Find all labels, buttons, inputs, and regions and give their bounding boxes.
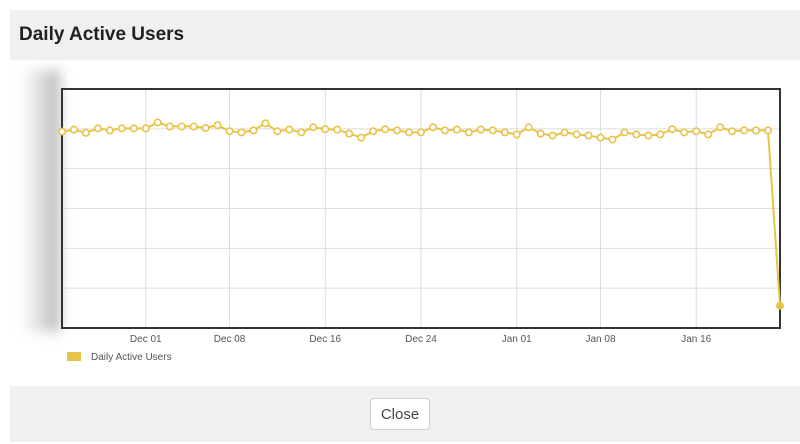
x-tick-label: Dec 16 xyxy=(309,334,341,345)
data-point xyxy=(129,124,138,133)
data-point xyxy=(165,122,174,131)
x-tick-label: Jan 16 xyxy=(681,334,711,345)
data-point xyxy=(393,126,402,135)
data-point xyxy=(716,123,725,132)
data-point xyxy=(476,125,485,134)
data-point xyxy=(285,125,294,134)
data-point xyxy=(57,127,66,136)
modal-title: Daily Active Users xyxy=(19,24,185,45)
data-point xyxy=(752,126,761,135)
data-point xyxy=(273,127,282,136)
data-point xyxy=(775,301,784,310)
data-point xyxy=(584,131,593,140)
modal-header: Daily Active Users xyxy=(10,10,800,60)
data-point xyxy=(728,127,737,136)
data-point xyxy=(201,124,210,133)
data-point xyxy=(632,130,641,139)
data-point xyxy=(357,133,366,142)
data-point xyxy=(213,121,222,130)
data-point xyxy=(572,130,581,139)
data-point xyxy=(464,128,473,137)
data-point xyxy=(93,124,102,133)
x-tick-label: Dec 08 xyxy=(214,334,246,345)
x-tick-label: Dec 01 xyxy=(130,334,162,345)
plot-frame xyxy=(61,88,781,329)
legend-label: Daily Active Users xyxy=(91,352,172,363)
data-point xyxy=(177,122,186,131)
data-point xyxy=(656,130,665,139)
data-point xyxy=(309,123,318,132)
data-point xyxy=(680,128,689,137)
data-point xyxy=(620,128,629,137)
data-point xyxy=(548,131,557,140)
data-point xyxy=(297,128,306,137)
modal-footer: Close xyxy=(10,386,800,442)
data-point xyxy=(596,133,605,142)
data-point xyxy=(668,125,677,134)
data-point xyxy=(512,130,521,139)
data-point xyxy=(428,123,437,132)
data-point xyxy=(704,130,713,139)
shadow-strip xyxy=(20,70,60,332)
data-point xyxy=(345,129,354,138)
daily-active-users-chart: Dec 01 Dec 08 Dec 16 Dec 24 Jan 01 Jan 08 Jan … xyxy=(57,88,784,363)
data-point xyxy=(536,129,545,138)
data-point xyxy=(500,128,509,137)
data-point xyxy=(141,124,150,133)
data-point xyxy=(81,128,90,137)
data-point xyxy=(321,125,330,134)
data-point xyxy=(440,126,449,135)
data-point xyxy=(416,128,425,137)
data-point xyxy=(237,128,246,137)
data-point xyxy=(261,119,270,128)
data-point xyxy=(644,131,653,140)
data-point xyxy=(692,127,701,136)
data-point xyxy=(452,125,461,134)
data-point xyxy=(369,127,378,136)
data-point xyxy=(405,128,414,137)
data-point xyxy=(225,127,234,136)
data-point xyxy=(560,128,569,137)
data-point xyxy=(608,135,617,144)
data-point xyxy=(105,126,114,135)
close-button[interactable]: Close xyxy=(369,398,431,430)
data-point xyxy=(381,125,390,134)
data-point xyxy=(153,118,162,127)
data-point xyxy=(333,125,342,134)
x-tick-label: Jan 08 xyxy=(585,334,615,345)
data-point xyxy=(764,126,773,135)
data-point xyxy=(117,124,126,133)
data-point xyxy=(740,126,749,135)
data-point xyxy=(488,126,497,135)
x-tick-label: Jan 01 xyxy=(502,334,532,345)
data-point xyxy=(524,123,533,132)
data-point xyxy=(249,126,258,135)
data-point xyxy=(69,125,78,134)
modal-body: Dec 01 Dec 08 Dec 16 Dec 24 Jan 01 Jan 08 Jan … xyxy=(0,60,800,386)
x-tick-label: Dec 24 xyxy=(405,334,437,345)
legend-swatch xyxy=(67,352,81,361)
data-point xyxy=(189,122,198,131)
